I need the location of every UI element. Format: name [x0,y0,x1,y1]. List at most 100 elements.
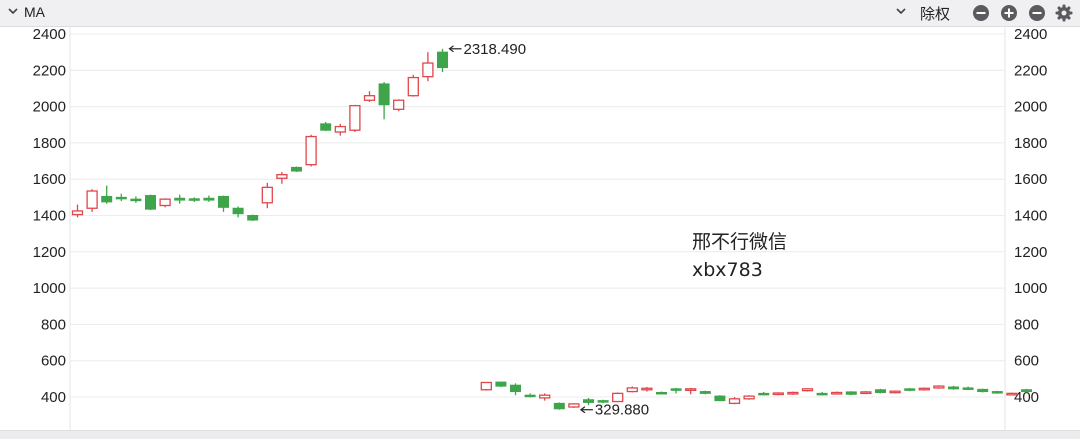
y-tick-label-left: 1000 [33,280,66,297]
candle [728,397,741,405]
candle [962,386,974,391]
candle [568,403,580,408]
indicator-label[interactable]: MA [24,4,45,20]
indicator-toolbar: MA 除权 [0,0,1080,27]
candle-body [685,388,697,391]
y-tick-label-right: 1400 [1014,208,1047,225]
candle [437,48,448,73]
candle [626,386,638,393]
adjust-mode-label[interactable]: 除权 [920,5,951,23]
candle-body [422,62,434,78]
candle-body [130,198,142,202]
candle [378,82,390,120]
candle-body [188,198,200,201]
candle [218,195,229,212]
zoom-in-icon[interactable] [1000,4,1018,22]
candle-body [787,391,799,395]
candles [71,48,1032,410]
candle-body [656,391,667,395]
candle-body [437,51,448,69]
candle-body [568,403,580,408]
candle [787,391,799,395]
candle [349,104,361,133]
candle-body [801,388,814,392]
candle-body [918,387,930,391]
candle [904,387,916,392]
candle-body [728,398,741,405]
candle [188,197,200,202]
candle-body [495,381,507,387]
candle-body [875,389,886,393]
candle [115,193,127,201]
candle [948,385,959,390]
candle-body [933,385,945,389]
candle-body [699,391,711,394]
candle-body [363,95,376,101]
candle-body [261,186,273,204]
chevron-down-icon[interactable] [6,4,20,18]
candle-body [320,123,332,131]
candle [276,171,288,184]
minus-icon[interactable] [1028,4,1046,22]
y-tick-label-right: 800 [1014,316,1039,333]
candle [1021,388,1032,393]
candle-body [291,166,302,172]
candle [772,392,784,396]
candle-body [305,135,317,166]
candle [232,206,244,218]
candle-body [860,391,872,395]
candle [641,387,653,392]
candle-body [962,387,974,390]
y-tick-label-right: 2400 [1014,26,1047,43]
candle-body [218,195,229,208]
candle-body [393,99,405,110]
candle [685,387,697,395]
candle [320,122,332,132]
candle [71,204,84,218]
candle-body [626,387,638,393]
candle [291,166,302,172]
y-tick-label-left: 2200 [33,62,66,79]
y-axis-right: 400 600 800 1000 1200 1400 1600 1800 2000 2200 240… [1014,26,1047,406]
candle [407,74,419,97]
y-tick-label-left: 1400 [33,208,66,225]
candle [875,388,886,394]
annotation-arrowhead [579,406,586,414]
candle-body [948,386,959,390]
candle-body [510,384,521,393]
candle [699,390,711,395]
candle [247,214,259,221]
y-tick-label-right: 2200 [1014,62,1047,79]
gear-icon[interactable] [1055,4,1073,22]
candle-body [378,83,390,106]
candle-body [159,198,171,207]
zoom-out-icon[interactable] [972,4,990,22]
candle-body [524,394,536,398]
candle [524,393,536,398]
candle [801,388,814,392]
candle [977,388,989,393]
candle [101,185,113,204]
candle [714,395,726,402]
candle-body [247,215,259,221]
candle-body [816,392,828,396]
candle [860,391,872,395]
candle [174,194,186,204]
candle-body [1021,389,1032,393]
candle-body [743,395,755,400]
y-tick-label-left: 400 [41,389,66,406]
candle-body [714,395,726,402]
watermark: 邢不行微信 xbx783 [692,228,787,284]
candle [480,381,492,391]
candle [130,196,142,203]
candle [203,195,215,202]
candle [743,395,755,400]
adjust-chevron-down-icon[interactable] [894,4,908,18]
candle [1006,392,1018,396]
candle-body [991,391,1003,394]
candle-body [845,391,857,395]
y-tick-label-right: 1600 [1014,171,1047,188]
candle-body [553,402,565,410]
candle-body [977,388,989,393]
